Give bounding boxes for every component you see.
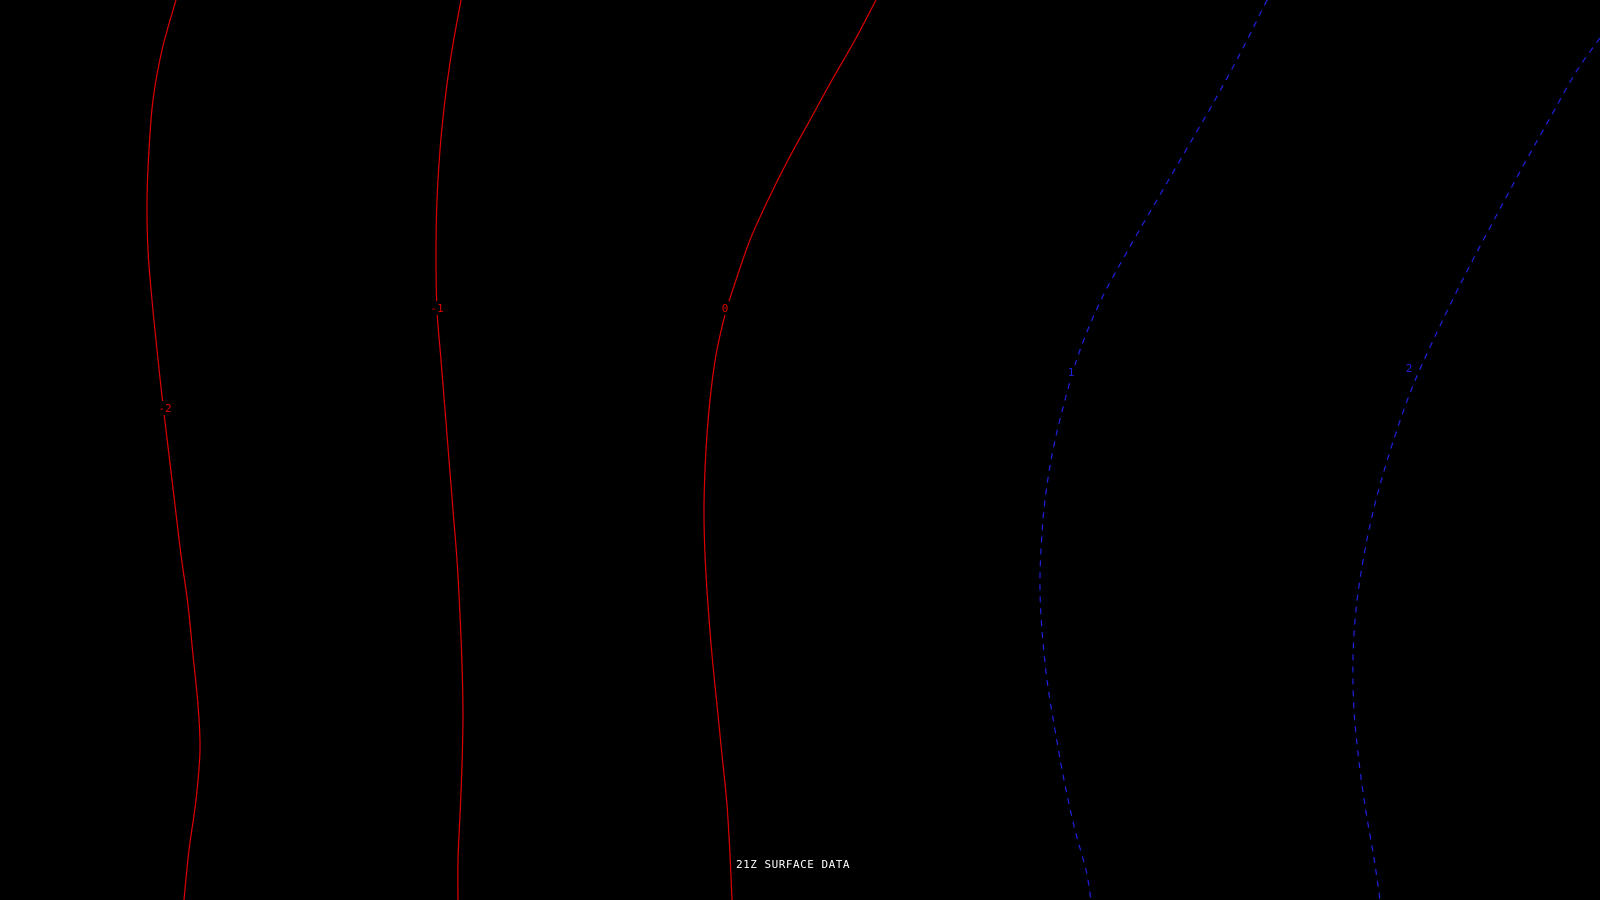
contour-line-0 [703, 0, 877, 900]
contour-label-mask--1 [427, 301, 447, 315]
contour-label-mask-1 [1064, 365, 1078, 379]
contour-line-2 [1352, 37, 1600, 900]
contour-line--2 [146, 0, 201, 900]
contour-label-1: 1 [1068, 366, 1075, 379]
map-title: 21Z SURFACE DATA [736, 858, 850, 871]
contour-label-2: 2 [1406, 362, 1413, 375]
contour-line--1 [435, 0, 464, 900]
contour-label--2: -2 [158, 402, 171, 415]
contour-label-mask-0 [718, 301, 732, 315]
contour-label-0: 0 [722, 302, 729, 315]
contour-label-mask-2 [1402, 361, 1416, 375]
contour-label-mask--2 [155, 401, 175, 415]
contour-line-1 [1039, 0, 1268, 900]
contour-label--1: -1 [430, 302, 443, 315]
